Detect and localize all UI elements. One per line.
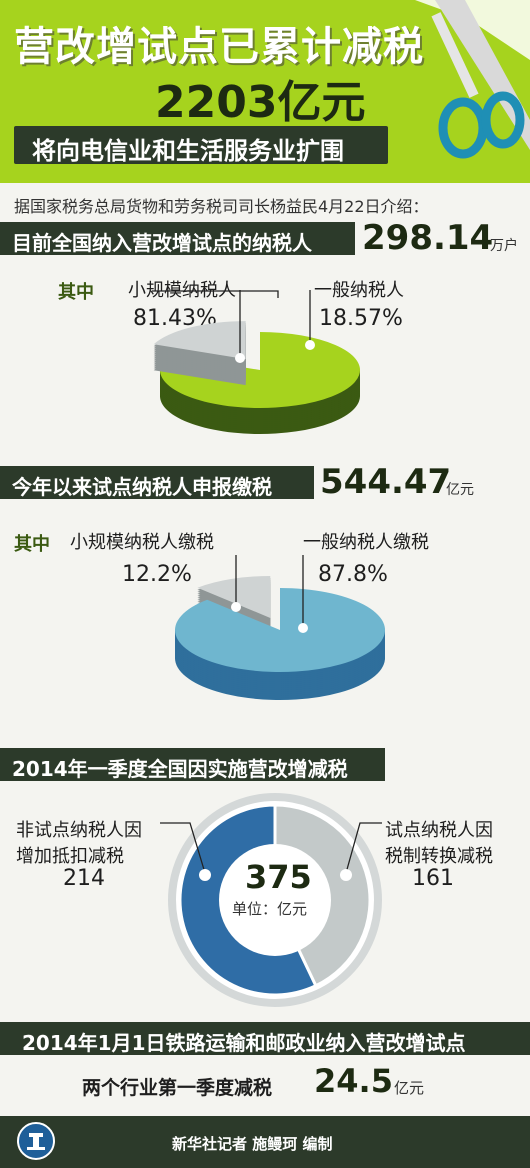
footer-bar bbox=[0, 1116, 530, 1168]
section4-unit: 亿元 bbox=[394, 1079, 425, 1097]
section1-right-pct: 18.57% bbox=[319, 306, 403, 331]
section2-banner bbox=[0, 466, 314, 499]
section4-value: 24.5 bbox=[314, 1062, 393, 1100]
section2-right-pct: 87.8% bbox=[318, 562, 388, 587]
section3-right-line2: 税制转换减税 bbox=[385, 846, 493, 867]
donut-marker-left bbox=[199, 869, 211, 881]
section2-left-title: 小规模纳税人缴税 bbox=[70, 532, 214, 553]
section2-label: 今年以来试点纳税人申报缴税 bbox=[12, 475, 272, 499]
donut-center-unit: 单位：亿元 bbox=[232, 900, 308, 918]
pie2-marker-right bbox=[298, 623, 308, 633]
header-subtitle: 将向电信业和生活服务业扩围 bbox=[32, 137, 344, 165]
header-amount: 2203亿元 bbox=[155, 77, 366, 128]
section3-label: 2014年一季度全国因实施营改增减税 bbox=[12, 757, 348, 781]
xinhua-logo-icon bbox=[17, 1122, 55, 1160]
pie1-marker-left bbox=[235, 353, 245, 363]
section3-left-line1: 非试点纳税人因 bbox=[16, 820, 142, 841]
header-title: 营改增试点已累计减税 bbox=[14, 24, 424, 70]
section3-left-line2: 增加抵扣减税 bbox=[16, 846, 124, 867]
scissors-icon bbox=[415, 0, 530, 159]
section3-right-value: 161 bbox=[412, 866, 454, 891]
section4-banner bbox=[0, 1022, 530, 1055]
section1-qizhong: 其中 bbox=[58, 282, 94, 303]
pie-chart-taxes bbox=[174, 555, 385, 700]
pie-chart-taxpayers bbox=[152, 290, 360, 434]
section2-qizhong: 其中 bbox=[14, 534, 50, 555]
section4-label: 2014年1月1日铁路运输和邮政业纳入营改增试点 bbox=[22, 1031, 466, 1055]
intro-text: 据国家税务总局货物和劳务税司司长杨益民4月22日介绍： bbox=[14, 197, 429, 216]
pie2-slice-general bbox=[174, 588, 385, 672]
section1-banner bbox=[0, 222, 355, 255]
donut-marker-right bbox=[340, 869, 352, 881]
section1-unit: 万户 bbox=[490, 238, 518, 254]
section3-left-value: 214 bbox=[63, 866, 105, 891]
section2-right-title: 一般纳税人缴税 bbox=[303, 532, 429, 553]
section4-text: 两个行业第一季度减税 bbox=[82, 1077, 273, 1099]
header-subtitle-banner bbox=[14, 126, 388, 164]
donut-chart-reduction bbox=[160, 793, 382, 1007]
pie1-marker-right bbox=[305, 340, 315, 350]
section3-right-line1: 试点纳税人因 bbox=[385, 820, 493, 841]
pie2-slice-small-scale bbox=[197, 575, 271, 618]
footer-credit: 新华社记者 施鳗珂 编制 bbox=[172, 1135, 333, 1153]
pie2-marker-left bbox=[231, 602, 241, 612]
section1-right-title: 一般纳税人 bbox=[314, 280, 404, 301]
pie1-slice-small-scale bbox=[160, 332, 360, 408]
donut-center-value: 375 bbox=[245, 858, 312, 896]
section1-label: 目前全国纳入营改增试点的纳税人 bbox=[12, 231, 312, 255]
section2-unit: 亿元 bbox=[446, 482, 474, 498]
section2-left-pct: 12.2% bbox=[122, 562, 192, 587]
section3-banner bbox=[0, 748, 385, 781]
section2-value: 544.47 bbox=[320, 462, 452, 502]
section1-value: 298.14 bbox=[362, 218, 494, 258]
pie1-slice-general bbox=[153, 321, 246, 360]
